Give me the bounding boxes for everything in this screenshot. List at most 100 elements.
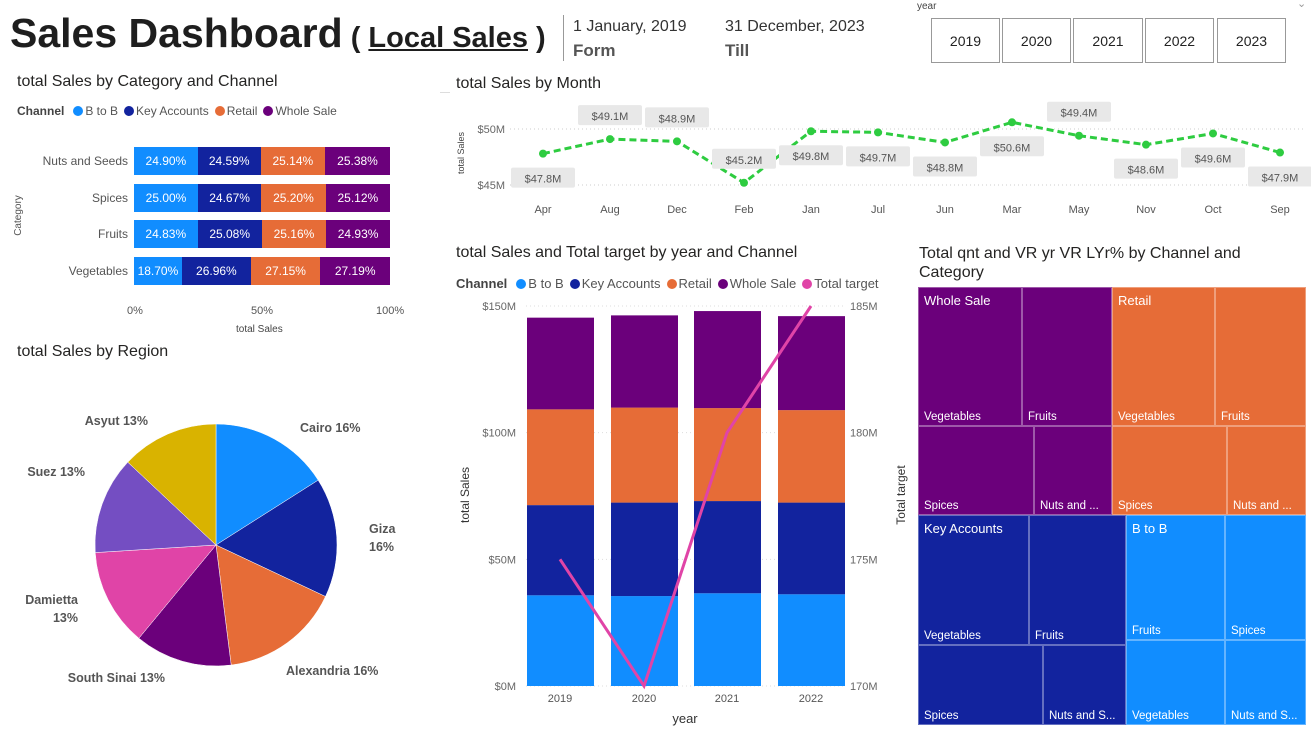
data-point [1142, 140, 1150, 149]
data-label: $48.6M [1128, 165, 1165, 177]
legend-label: Key Accounts [136, 104, 209, 118]
x-tick: Jul [871, 204, 885, 216]
legend-item[interactable]: Retail [666, 276, 712, 291]
data-label-bg [578, 105, 642, 126]
category-chart-title: total Sales by Category and Channel [17, 73, 278, 90]
bar-segment[interactable]: 24.83% [134, 220, 198, 248]
bar-segment[interactable]: 25.00% [134, 184, 198, 212]
chevron-down-icon[interactable]: ⌄ [1297, 0, 1307, 10]
legend-item[interactable]: B to B [73, 104, 118, 118]
category-bar-row: 18.70% 26.96% 27.15% 27.19% [134, 257, 390, 285]
bar-segment [527, 317, 594, 410]
data-point [807, 127, 815, 136]
bar-segment[interactable]: 25.20% [261, 184, 326, 212]
from-date: 1 January, 2019 [573, 18, 687, 35]
treemap-cell[interactable]: Retail Vegetables [1112, 287, 1215, 426]
bar-segment[interactable]: 24.67% [198, 184, 262, 212]
y-tick: $50M [477, 124, 505, 136]
combo-chart-title: total Sales and Total target by year and… [456, 244, 798, 261]
bar-segment[interactable]: 24.93% [326, 220, 390, 248]
data-label: $50.6M [994, 142, 1031, 154]
treemap-cell[interactable]: Fruits [1215, 287, 1306, 426]
treemap-cell[interactable]: Key Accounts Vegetables [918, 515, 1029, 645]
data-point [1008, 118, 1016, 127]
treemap-cell[interactable]: Spices [918, 645, 1043, 725]
legend-dot [124, 106, 135, 116]
bar-segment[interactable]: 25.14% [260, 147, 326, 175]
x-tick: 2021 [715, 693, 739, 705]
category-chart-legend: Channel B to B Key Accounts Retail Whole… [17, 104, 340, 118]
legend-item[interactable]: Retail [214, 104, 257, 118]
x-tick: Aug [600, 204, 620, 216]
data-label-bg [511, 167, 575, 188]
bar-segment [527, 409, 594, 506]
legend-item[interactable]: Key Accounts [124, 104, 209, 118]
year-button-2019[interactable]: 2019 [931, 18, 1000, 63]
legend-label: B to B [85, 104, 119, 118]
combo-chart: $150M 185M $100M 180M $50M 175M $0M 170M 2019 202… [458, 301, 908, 726]
year-button-2022[interactable]: 2022 [1145, 18, 1214, 63]
year-slicer-label: year [917, 1, 937, 12]
bar-segment[interactable]: 26.96% [181, 257, 251, 285]
x-tick: Mar [1003, 204, 1022, 216]
legend-item[interactable]: Whole Sale [263, 104, 337, 118]
treemap-cell[interactable]: Vegetables [1126, 640, 1225, 725]
slice-label: 16% [369, 540, 394, 554]
treemap-cell[interactable]: Fruits [1022, 287, 1112, 426]
treemap-cell[interactable]: Spices [918, 426, 1034, 515]
treemap-cell[interactable]: Nuts and ... [1227, 426, 1306, 515]
legend-item[interactable]: B to B [516, 276, 564, 291]
treemap-category-label: Fruits [1132, 625, 1161, 637]
category-label: Nuts and Seeds [42, 154, 128, 168]
treemap-channel-label: B to B [1132, 521, 1168, 536]
x-tick: 50% [251, 305, 274, 317]
x-tick: Jan [802, 204, 820, 216]
y2-tick: 180M [850, 428, 878, 440]
bar-segment[interactable]: 24.59% [197, 147, 261, 175]
data-label-bg [645, 107, 709, 128]
treemap-cell[interactable]: Fruits [1029, 515, 1126, 645]
bar-segment[interactable]: 24.90% [134, 147, 198, 175]
treemap-title: Total qnt and VR yr VR LYr% by Channel a… [919, 245, 1241, 281]
category-bar-row: 25.00% 24.67% 25.20% 25.12% [134, 184, 390, 212]
year-button-2023[interactable]: 2023 [1217, 18, 1286, 63]
data-point [874, 128, 882, 137]
legend-item[interactable]: Key Accounts [569, 276, 661, 291]
treemap-cell[interactable]: Whole Sale Vegetables [918, 287, 1022, 426]
treemap-cell[interactable]: Spices [1225, 515, 1306, 640]
bar-segment[interactable]: 18.70% [134, 257, 182, 285]
slice-label: Giza [369, 522, 396, 536]
data-label: $47.9M [1262, 173, 1299, 185]
bar-segment[interactable]: 25.38% [325, 147, 390, 175]
bar-segment [778, 410, 845, 503]
bar-segment[interactable]: 27.15% [250, 257, 321, 285]
pie-slice-giza [215, 479, 338, 597]
legend-item[interactable]: Total target [802, 276, 879, 291]
treemap-cell[interactable]: Nuts and ... [1034, 426, 1112, 515]
legend-item[interactable]: Whole Sale [717, 276, 796, 291]
paren: ( [350, 22, 369, 54]
treemap-cell[interactable]: Nuts and S... [1225, 640, 1306, 725]
bar-segment[interactable]: 25.16% [261, 220, 327, 248]
bar-segment[interactable]: 25.12% [325, 184, 390, 212]
pie-slice-alexandria [215, 544, 326, 666]
treemap-category-label: Fruits [1028, 411, 1057, 423]
bar-segment[interactable]: 27.19% [320, 257, 390, 285]
treemap-cell[interactable]: Nuts and S... [1043, 645, 1126, 725]
data-label: $49.8M [793, 151, 830, 163]
x-tick: Nov [1136, 204, 1156, 216]
treemap-category-label: Vegetables [924, 630, 981, 642]
legend-dot [263, 106, 274, 116]
region-chart-title: total Sales by Region [17, 343, 169, 360]
bar-segment[interactable]: 25.08% [197, 220, 262, 248]
legend-dot [214, 106, 225, 116]
treemap-cell[interactable]: B to B Fruits [1126, 515, 1225, 640]
treemap-cell[interactable]: Spices [1112, 426, 1227, 515]
year-button-2020[interactable]: 2020 [1002, 18, 1071, 63]
legend-dot [802, 278, 813, 289]
from-label: Form [573, 41, 616, 60]
data-point [941, 138, 949, 147]
year-button-2021[interactable]: 2021 [1073, 18, 1143, 63]
y-axis-label: total Sales [456, 131, 466, 174]
category-label: Fruits [98, 227, 128, 241]
